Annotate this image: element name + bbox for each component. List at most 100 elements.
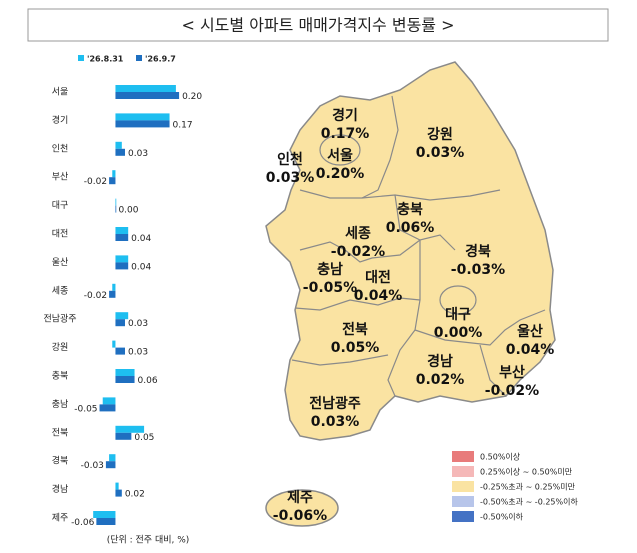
bar [115, 489, 122, 497]
bar [115, 255, 129, 263]
category-label: 대전 [52, 229, 69, 240]
region-name: 대전 [365, 269, 391, 286]
category-label: 전북 [52, 427, 69, 438]
region-name: 부산 [499, 364, 525, 381]
unit-note: (단위 : 전주 대비, %) [107, 535, 190, 546]
region-value: 0.04% [506, 342, 555, 358]
bar [115, 482, 119, 490]
legend-swatch [452, 511, 474, 522]
region-name: 경북 [465, 243, 491, 260]
legend-swatch [452, 451, 474, 462]
bar [112, 170, 116, 178]
legend-label: -0.50%초과 ~ -0.25%이하 [480, 497, 578, 507]
mainland [265, 61, 556, 441]
bar [109, 177, 116, 185]
bar [115, 312, 129, 320]
region-name: 강원 [427, 126, 453, 143]
category-label: 세종 [52, 285, 69, 296]
region-value: 0.05% [331, 340, 380, 356]
map-legend: 0.50%이상 0.25%이상 ~ 0.50%미만 -0.25%초과 ~ 0.25%… [452, 451, 578, 522]
category-label: 강원 [52, 342, 69, 353]
bar [102, 397, 116, 405]
category-label: 충남 [52, 399, 69, 410]
bar [112, 340, 116, 348]
region-value: 0.00% [434, 325, 483, 341]
map [265, 61, 556, 527]
region-name: 울산 [517, 323, 543, 340]
region-value: 0.20% [316, 166, 365, 182]
value-label: -0.06 [71, 518, 95, 528]
legend-swatch [452, 496, 474, 507]
region-name: 충남 [317, 261, 343, 278]
region-value: -0.05% [303, 280, 357, 296]
region-value: 0.04% [354, 288, 403, 304]
value-label: 0.06 [138, 376, 158, 386]
region-name: 세종 [345, 226, 371, 242]
value-label: -0.02 [84, 177, 107, 187]
region-value: 0.03% [311, 414, 360, 430]
value-label: 0.05 [134, 433, 154, 443]
region-name: 전남광주 [309, 395, 361, 412]
bar [115, 113, 170, 121]
region-value: 0.03% [266, 170, 315, 186]
value-label: 0.17 [173, 120, 193, 130]
category-label: 인천 [52, 143, 69, 154]
category-label: 경북 [52, 455, 69, 467]
bar [115, 85, 176, 92]
region-value: -0.03% [451, 262, 505, 278]
value-label: -0.05 [74, 404, 97, 414]
bar [115, 205, 117, 213]
legend-label: -0.50%이하 [480, 512, 524, 522]
region-name: 경남 [427, 353, 453, 370]
bar [115, 148, 125, 156]
region-value: 0.02% [416, 372, 465, 388]
category-label: 울산 [52, 257, 69, 268]
category-label: 제주 [52, 513, 69, 524]
category-label: 서울 [52, 87, 69, 98]
region-name: 충북 [397, 202, 423, 218]
region-borders [291, 95, 546, 397]
category-label: 경남 [52, 483, 69, 495]
legend-swatch [136, 55, 142, 61]
map-labels: 경기 0.17% 인천 0.03% 서울 0.20% 강원 0.03% 충북 0.06% 세종 -0.… [266, 107, 555, 524]
bar [112, 283, 116, 291]
region-value: 0.17% [321, 126, 370, 142]
bar [115, 227, 129, 234]
region-value: -0.02% [331, 244, 385, 260]
region-name: 서울 [327, 147, 353, 164]
region-value: -0.06% [273, 508, 327, 524]
bar-chart: '26.8.31 '26.9.7 서울 0.20 경기 0.17 인천 0.03 부산 -0.02… [43, 55, 202, 529]
value-label: 0.04 [131, 262, 151, 272]
region-name: 전북 [342, 321, 368, 338]
value-label: 0.03 [128, 319, 148, 329]
title-box [27, 8, 609, 42]
category-label: 대구 [52, 200, 69, 211]
value-label: 0.03 [128, 149, 148, 159]
bar [115, 120, 170, 128]
bar [99, 404, 116, 412]
bar [115, 198, 117, 206]
bar [115, 319, 125, 327]
bar [115, 376, 135, 383]
value-label: -0.02 [84, 291, 107, 301]
bar [96, 518, 116, 525]
region-value: 0.06% [386, 220, 435, 236]
value-label: 0.20 [182, 92, 202, 102]
legend-label: 0.25%이상 ~ 0.50%미만 [480, 467, 573, 477]
bar [109, 454, 116, 462]
category-label: 충북 [52, 371, 69, 382]
legend-swatch [78, 55, 84, 61]
region-name: 인천 [277, 151, 303, 168]
legend-swatch [452, 466, 474, 477]
region-name: 대구 [445, 307, 471, 323]
bar [93, 511, 116, 518]
value-label: -0.03 [81, 461, 104, 471]
region-name: 경기 [332, 107, 358, 124]
legend-label: '26.9.7 [145, 55, 176, 64]
value-label: 0.02 [125, 490, 145, 500]
title: < 시도별 아파트 매매가격지수 변동률 > [181, 16, 454, 35]
category-label: 전남광주 [43, 313, 76, 325]
legend-label: 0.50%이상 [480, 452, 521, 462]
bar [115, 432, 132, 440]
